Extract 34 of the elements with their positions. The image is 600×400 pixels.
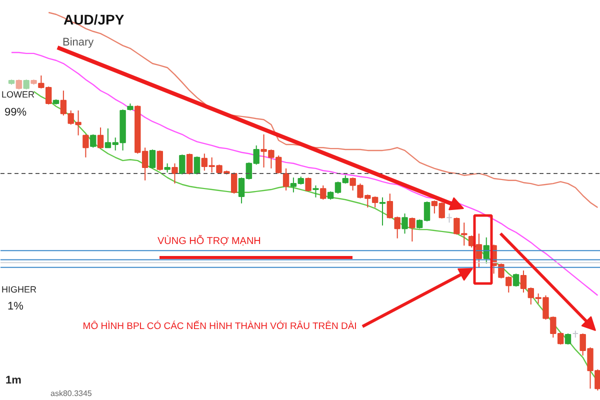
candlestick — [312, 184, 319, 198]
annotation: MÔ HÌNH BPL CÓ CÁC NẾN HÌNH THÀNH VỚI RÂU TRÊN DÀI — [82, 320, 357, 332]
annotation: 1m — [6, 374, 22, 386]
candlestick — [90, 134, 96, 148]
candlestick — [97, 126, 104, 150]
candlestick — [172, 162, 178, 184]
annotation: HIGHER — [2, 284, 38, 294]
candlestick — [512, 273, 520, 288]
annotation: ask80.3345 — [50, 389, 92, 398]
candlestick — [149, 149, 156, 169]
candlestick — [409, 217, 416, 242]
annotation: VÙNG HỖ TRỢ MẠNH — [158, 235, 261, 247]
candlestick — [402, 212, 408, 234]
candlestick — [186, 153, 193, 175]
chart-title: AUD/JPY — [64, 12, 125, 28]
candlestick — [164, 162, 170, 174]
candlestick — [564, 333, 572, 346]
candlestick — [179, 154, 186, 175]
candlestick — [320, 184, 326, 200]
candlestick — [156, 150, 163, 172]
candlestick — [82, 134, 89, 158]
annotation: 1% — [8, 300, 24, 312]
candlestick — [194, 156, 200, 175]
candlestick — [23, 79, 30, 90]
annotation: 99% — [4, 106, 27, 118]
candlestick — [483, 236, 490, 264]
candlestick — [476, 233, 482, 268]
candlestick — [379, 196, 386, 226]
candlestick — [282, 168, 290, 191]
candlestick — [16, 79, 22, 90]
chart-subtitle: Binary — [62, 36, 94, 48]
candlestick — [446, 212, 452, 224]
candlestick — [305, 177, 312, 192]
annotation: LOWER — [2, 90, 36, 100]
